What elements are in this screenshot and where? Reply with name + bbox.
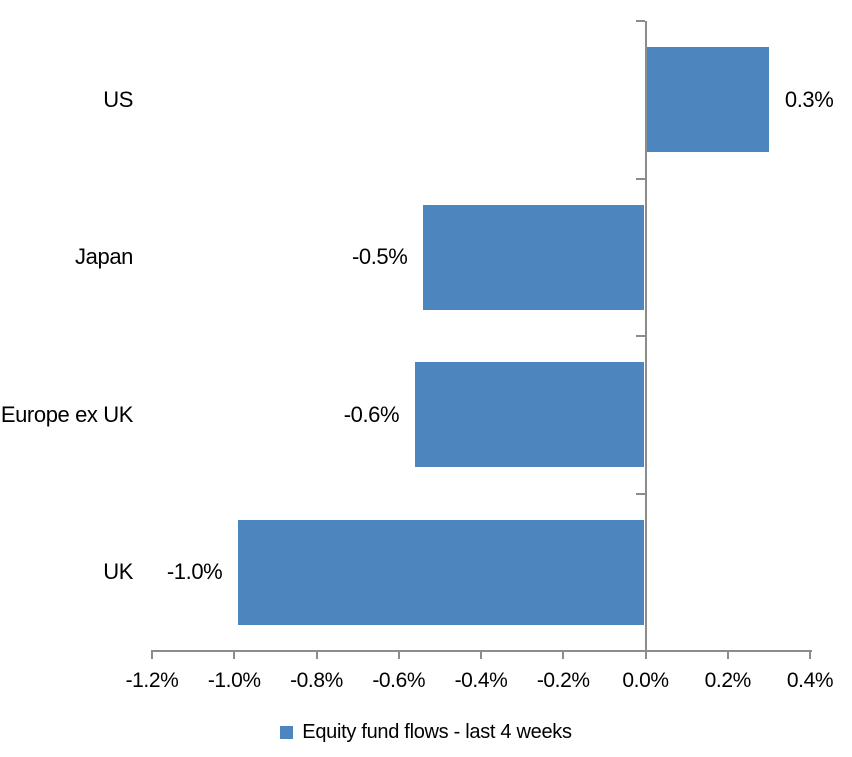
category-label-europe-ex-uk: Europe ex UK	[0, 401, 134, 427]
bar-europe-ex-uk	[415, 362, 645, 468]
data-label-us: 0.3%	[784, 86, 834, 112]
x-axis-tick-label: -1.2%	[125, 669, 179, 692]
x-axis-tick-label: 0.4%	[786, 669, 834, 692]
category-axis-tick	[635, 20, 645, 22]
x-axis-tick-label: 0.2%	[704, 669, 752, 692]
x-axis-tick	[151, 650, 153, 659]
x-axis-tick-label: 0.0%	[622, 669, 669, 692]
category-axis-tick	[635, 177, 645, 180]
legend-swatch	[280, 726, 294, 739]
x-axis-tick	[480, 650, 482, 659]
x-axis-tick	[644, 650, 647, 659]
data-label-uk: -1.0%	[166, 559, 223, 585]
bar-us	[646, 47, 769, 153]
data-label-europe-ex-uk: -0.6%	[343, 401, 400, 427]
x-axis-tick	[809, 650, 811, 659]
data-label-japan: -0.5%	[351, 244, 408, 270]
x-axis-tick	[562, 650, 565, 659]
legend: Equity fund flows - last 4 weeks	[0, 721, 852, 744]
x-axis-tick-label: -1.0%	[207, 669, 261, 692]
category-label-us: US	[103, 86, 133, 112]
x-axis-tick-label: -0.2%	[536, 669, 590, 692]
category-axis-tick	[635, 335, 645, 337]
bar-uk	[238, 519, 645, 625]
category-label-japan: Japan	[75, 244, 133, 270]
legend-label: Equity fund flows - last 4 weeks	[302, 721, 572, 743]
category-label-uk: UK	[103, 559, 133, 585]
x-axis-tick-label: -0.6%	[372, 669, 426, 692]
x-axis-tick-label: -0.8%	[290, 669, 343, 692]
category-axis-line	[644, 21, 647, 651]
bar-japan	[423, 204, 645, 310]
x-axis-tick-label: -0.4%	[454, 669, 508, 692]
x-axis-tick	[233, 650, 236, 659]
x-axis-tick	[315, 650, 318, 659]
x-axis-tick	[397, 650, 400, 659]
x-axis-tick	[726, 650, 729, 659]
category-axis-tick	[635, 492, 645, 495]
